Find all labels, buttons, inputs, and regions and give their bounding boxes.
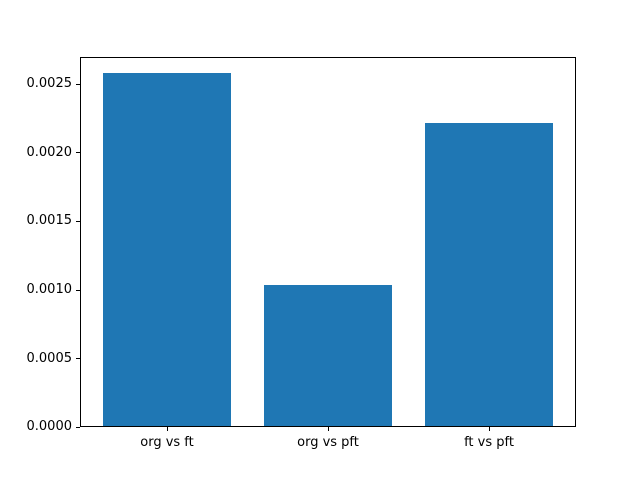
x-tick-label: org vs ft [140,435,194,450]
y-tick-mark [76,152,80,154]
x-tick-mark [488,427,490,431]
y-tick-mark [76,426,80,428]
y-tick-mark [76,289,80,291]
x-tick-label: org vs pft [297,435,359,450]
y-tick-mark [76,358,80,359]
y-tick-label: 0.0005 [26,350,73,366]
x-tick-mark [327,427,329,431]
y-tick-label: 0.0015 [26,213,73,229]
bar-0 [102,73,232,427]
y-tick-label: 0.0010 [26,282,73,297]
bar-2 [424,122,554,427]
y-tick-label: 0.0025 [26,76,73,92]
y-tick-mark [76,83,80,85]
y-tick-mark [76,220,80,222]
y-tick-label: 0.0020 [26,144,73,160]
x-tick-label: ft vs pft [464,435,514,450]
bar-1 [263,284,393,427]
x-tick-mark [166,427,168,431]
y-tick-label: 0.0000 [26,419,73,434]
